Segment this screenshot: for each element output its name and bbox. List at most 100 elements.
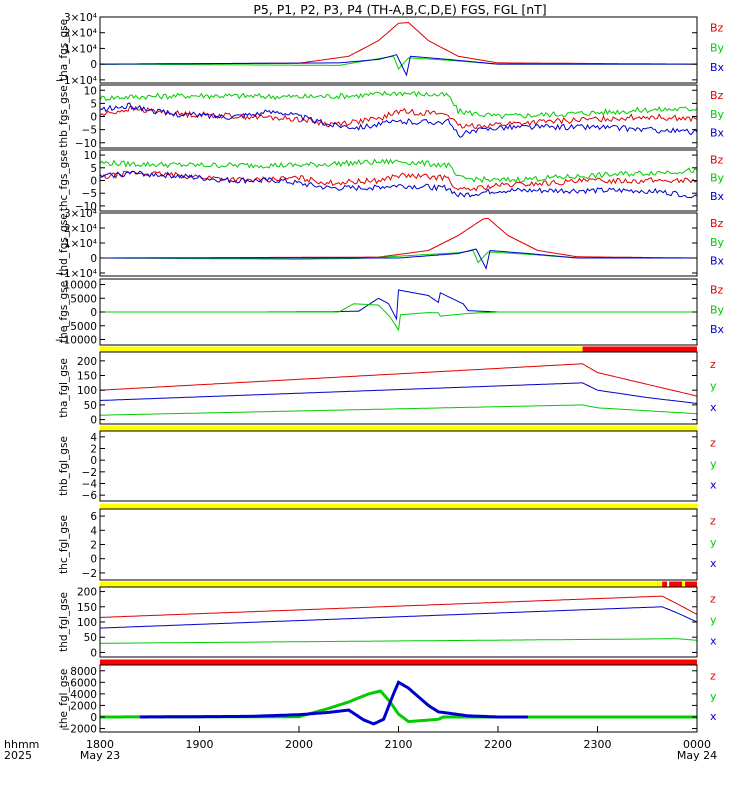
ytick-label-thb_fgs_gse: −10 (75, 138, 97, 150)
legend-thb_fgs_gse-Bz: Bz (710, 89, 724, 102)
status-segment-thd_fgl_gse-0 (100, 581, 663, 587)
legend-thb_fgs_gse-Bx: Bx (710, 127, 725, 140)
ytick-label-thb_fgl_gse: −6 (82, 490, 98, 502)
series-the_fgl_gse-x (139, 680, 528, 726)
ytick-label-tha_fgs_gse: −1×10⁴ (55, 75, 97, 87)
xtick-label-0000: 0000 (683, 738, 711, 751)
ytick-label-thb_fgl_gse: −2 (82, 467, 97, 479)
ytick-label-thd_fgl_gse: 200 (77, 587, 97, 599)
ylabel-thc_fgl_gse: thc_fgl_gse (58, 515, 70, 574)
ytick-label-the_fgl_gse: 8000 (70, 666, 97, 678)
ytick-label-thb_fgl_gse: 4 (90, 432, 97, 444)
ytick-label-thb_fgs_gse: 0 (90, 112, 97, 124)
legend-tha_fgs_gse-Bx: Bx (710, 61, 725, 74)
legend-tha_fgl_gse-z: z (710, 358, 716, 371)
legend-the_fgs_gse-Bx: Bx (710, 323, 725, 336)
ytick-label-the_fgs_gse: 10000 (64, 280, 97, 292)
legend-the_fgs_gse-By: By (710, 303, 725, 316)
series-the_fgs_gse-By (100, 303, 697, 332)
ytick-label-tha_fgs_gse: 1×10⁴ (64, 43, 97, 55)
series-tha_fgs_gse-Bx (100, 54, 697, 77)
ytick-label-tha_fgl_gse: 200 (77, 356, 97, 368)
plot-frame-thb_fgs_gse (99, 84, 698, 149)
series-thc_fgs_gse-Bx (100, 170, 697, 199)
panel-thd_fgl_gse: 200 150 100 50 0 thd_fgl_gse zyx (58, 581, 717, 659)
ytick-label-the_fgl_gse: 6000 (70, 677, 97, 689)
ytick-label-the_fgs_gse: 0 (90, 307, 97, 319)
ytick-label-tha_fgs_gse: 3×10⁴ (64, 12, 97, 24)
series-thb_fgs_gse-By (100, 90, 697, 120)
series-tha_fgl_gse-z (100, 363, 697, 397)
ytick-label-thd_fgs_gse: 1×10⁴ (64, 238, 97, 250)
ytick-label-thc_fgl_gse: 4 (90, 525, 97, 537)
ytick-label-thb_fgs_gse: 5 (90, 98, 97, 110)
ytick-label-thc_fgl_gse: −2 (82, 568, 97, 580)
legend-thd_fgs_gse-Bz: Bz (710, 217, 724, 230)
legend-tha_fgl_gse-y: y (710, 379, 717, 392)
ytick-label-thc_fgl_gse: 2 (90, 540, 97, 552)
series-thc_fgs_gse-By (100, 158, 697, 184)
ytick-label-tha_fgl_gse: 50 (84, 400, 97, 412)
status-segment-thd_fgl_gse-3 (682, 581, 686, 587)
ytick-label-the_fgs_gse: −10000 (55, 335, 97, 347)
ytick-label-thc_fgs_gse: −5 (82, 188, 97, 200)
ylabel-the_fgl_gse: the_fgl_gse (58, 669, 70, 729)
legend-thb_fgl_gse-x: x (710, 478, 717, 491)
ytick-label-the_fgl_gse: 2000 (70, 700, 97, 712)
series-thd_fgl_gse-y (100, 638, 697, 644)
ylabel-thd_fgl_gse: thd_fgl_gse (58, 592, 70, 652)
legend-thc_fgl_gse-z: z (710, 515, 716, 528)
ytick-label-thc_fgs_gse: 5 (90, 163, 97, 175)
panel-thc_fgl_gse: 6 4 2 0 −2 thc_fgl_gse zyx (58, 503, 717, 581)
series-thd_fgs_gse-Bz (100, 217, 697, 259)
plot-frame-the_fgl_gse (99, 664, 698, 733)
legend-tha_fgs_gse-By: By (710, 41, 725, 54)
legend-thc_fgs_gse-Bx: Bx (710, 190, 725, 203)
status-segment-thc_fgl_gse-0 (100, 503, 697, 509)
ytick-label-thc_fgs_gse: −10 (75, 201, 97, 213)
legend-thc_fgl_gse-y: y (710, 536, 717, 549)
ytick-label-tha_fgl_gse: 100 (77, 385, 97, 397)
ylabel-thc_fgs_gse: thc_fgs_gse (58, 150, 70, 211)
xtick-label-2300: 2300 (584, 738, 612, 751)
xtick-label-1900: 1900 (186, 738, 214, 751)
plot-frame-thc_fgl_gse (99, 508, 698, 581)
plot-frame-tha_fgs_gse (99, 16, 698, 84)
ytick-label-thd_fgs_gse: 2×10⁴ (64, 223, 97, 235)
ytick-label-tha_fgs_gse: 0 (90, 59, 97, 71)
ytick-label-thc_fgs_gse: 0 (90, 176, 97, 188)
legend-thc_fgs_gse-Bz: Bz (710, 153, 724, 166)
legend-thb_fgl_gse-z: z (710, 436, 716, 449)
legend-the_fgl_gse-y: y (710, 690, 717, 703)
xtick-date-0000: May 24 (677, 749, 717, 762)
ytick-label-thd_fgs_gse: 0 (90, 253, 97, 265)
status-segment-tha_fgl_gse-1 (582, 346, 697, 352)
ytick-label-the_fgs_gse: −5000 (61, 321, 97, 333)
ytick-label-thb_fgl_gse: 0 (90, 455, 97, 467)
legend-thd_fgl_gse-x: x (710, 634, 717, 647)
ytick-label-thd_fgl_gse: 0 (90, 647, 97, 659)
ylabel-tha_fgl_gse: tha_fgl_gse (58, 358, 70, 418)
ylabel-thd_fgs_gse: thd_fgs_gse (58, 213, 70, 275)
ytick-label-thd_fgl_gse: 50 (84, 632, 97, 644)
legend-the_fgl_gse-x: x (710, 710, 717, 723)
ytick-label-thd_fgl_gse: 100 (77, 617, 97, 629)
status-segment-thd_fgl_gse-2 (669, 581, 683, 587)
series-tha_fgl_gse-x (100, 382, 697, 404)
status-segment-thd_fgl_gse-1 (662, 581, 668, 587)
ytick-label-thd_fgs_gse: 3×10⁴ (64, 208, 97, 220)
legend-thb_fgl_gse-y: y (710, 457, 717, 470)
ylabel-tha_fgs_gse: tha_fgs_gse (58, 19, 70, 81)
series-thd_fgl_gse-x (100, 606, 697, 629)
ytick-label-thd_fgs_gse: −1×10⁴ (55, 268, 97, 280)
plot-frame-thd_fgs_gse (99, 212, 698, 277)
ytick-label-thb_fgl_gse: −4 (82, 479, 98, 491)
status-segment-thd_fgl_gse-4 (685, 581, 697, 587)
